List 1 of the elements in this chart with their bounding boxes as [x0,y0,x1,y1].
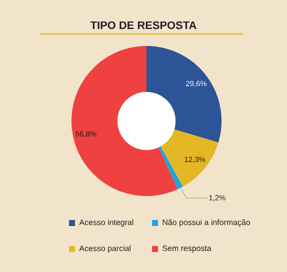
chart-title: TIPO DE RESPOSTA [90,21,196,30]
